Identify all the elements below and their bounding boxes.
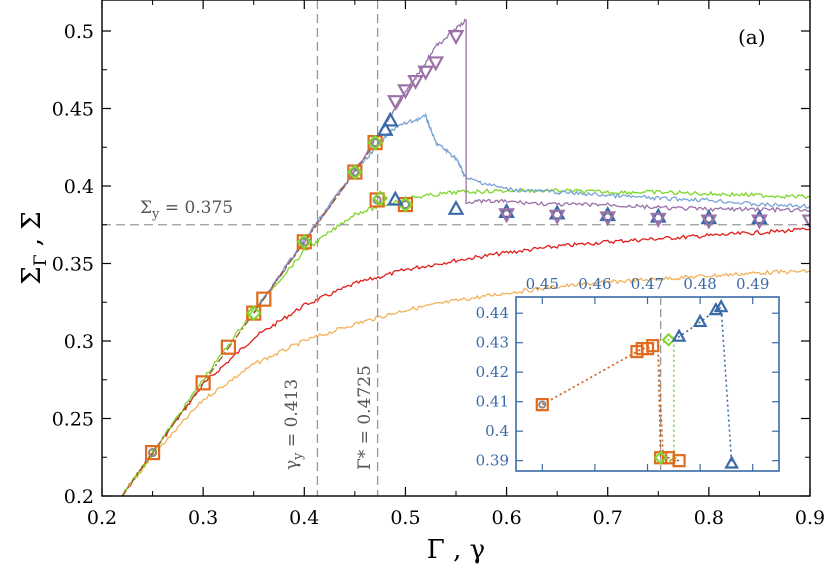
y-tick-label: 0.45: [52, 99, 94, 121]
main-series-group: [121, 18, 810, 496]
sigma-y-annotation: Σy = 0.375: [140, 198, 233, 222]
marker-circle-0: [147, 448, 158, 458]
x-axis-label: Γ , γ: [427, 535, 485, 565]
inset-y-tick-label: 0.44: [476, 304, 509, 322]
marker-tri-up-9: [751, 209, 768, 225]
x-tick-label: 0.2: [87, 507, 117, 529]
inset-line-2: [662, 335, 677, 462]
series-line-1: [122, 268, 810, 496]
gamma-star-annotation: Γ* = 0.4725: [355, 365, 375, 470]
inset-markers-group: [535, 299, 740, 469]
y-tick-label: 0.35: [52, 254, 94, 276]
inset-marker-square-7: [672, 454, 686, 468]
marker-tri-up-7: [649, 207, 667, 223]
marker-tri-up-4: [498, 202, 515, 218]
inset-x-tick-label: 0.49: [736, 275, 769, 293]
marker-square-8: [369, 192, 385, 208]
marker-diamond-1: [296, 233, 313, 250]
x-tick-label: 0.3: [188, 507, 218, 529]
inset-y-tick-label: 0.43: [476, 334, 509, 352]
marker-tri-down-5: [447, 30, 465, 46]
inset-y-tick-label: 0.4: [485, 422, 509, 440]
inset-y-tick-label: 0.41: [476, 393, 509, 411]
marker-circle-3: [370, 138, 380, 148]
marker-circle-1: [299, 237, 309, 247]
panel-label: (a): [738, 25, 766, 49]
marker-tri-down-10: [700, 214, 718, 230]
marker-tri-down-11: [751, 214, 768, 230]
y-tick-label: 0.3: [64, 331, 94, 353]
marker-diamond-2: [346, 164, 363, 180]
reference-lines: [102, 0, 810, 496]
marker-tri-up-3: [447, 199, 465, 215]
series-line-0: [121, 227, 810, 496]
inset-marker-square-0: [535, 398, 549, 412]
marker-tri-up-2: [386, 190, 404, 206]
y-tick-label: 0.4: [64, 176, 94, 198]
inset-line-3: [673, 305, 733, 464]
marker-circle-4: [372, 195, 382, 205]
marker-tri-down-7: [548, 209, 566, 225]
marker-tri-down-8: [599, 211, 617, 227]
marker-tri-down-2: [407, 74, 424, 91]
inset-marker-diamond-0: [661, 332, 676, 347]
marker-circle-2: [350, 167, 360, 177]
marker-tri-down-9: [649, 212, 667, 228]
inset-x-tick-label: 0.47: [631, 275, 664, 293]
inset-marker-square-4: [646, 339, 660, 353]
marker-diamond-0: [245, 305, 262, 322]
inset-axis-ticks: 0.45 0.46 0.47 0.48 0.49 0.39 0.4 0.41 0.42 0.43 0…: [476, 275, 779, 471]
x-tick-label: 0.9: [795, 507, 825, 529]
marker-square-0: [144, 445, 161, 461]
inset-marker-diamond-1: [653, 450, 668, 465]
inset-x-tick-label: 0.45: [526, 275, 559, 293]
y-axis-label: ΣΓ , Σ: [17, 211, 51, 284]
marker-diamond-4: [372, 190, 389, 207]
inset-y-tick-label: 0.42: [476, 363, 509, 381]
marker-tri-up-6: [599, 206, 617, 222]
inset-marker-tri-up-1: [692, 313, 708, 328]
marker-tri-down-6: [498, 208, 515, 224]
inset-frame: [515, 296, 780, 472]
x-tick-label: 0.6: [491, 507, 521, 529]
marker-tri-up-8: [700, 209, 718, 225]
y-tick-label: 0.2: [64, 486, 94, 508]
series-line-5: [121, 142, 376, 496]
marker-tri-down-3: [417, 65, 435, 81]
main-axis-ticks: 0.2 0.3 0.4 0.5 0.6 0.7 0.8 0.9 0.2 0.25 0.3 0.35 0.…: [52, 0, 825, 529]
series-line-2: [121, 187, 810, 496]
x-tick-label: 0.8: [694, 507, 724, 529]
y-tick-label: 0.5: [64, 21, 94, 43]
x-tick-label: 0.4: [289, 507, 319, 529]
gamma-y-annotation: γy = 0.413: [282, 379, 306, 470]
inset-y-tick-label: 0.39: [476, 452, 509, 470]
inset-marker-tri-up-4: [724, 455, 740, 469]
series-line-4: [253, 18, 810, 313]
marker-tri-down-4: [427, 56, 445, 72]
main-markers-group: [144, 30, 810, 461]
x-tick-label: 0.7: [593, 507, 623, 529]
x-tick-label: 0.5: [390, 507, 420, 529]
marker-square-4: [256, 291, 272, 307]
marker-tri-down-0: [386, 95, 404, 111]
inset-marker-tri-up-2: [708, 301, 724, 316]
marker-diamond-3: [367, 134, 383, 151]
inset-x-tick-label: 0.46: [578, 275, 611, 293]
inset-marker-tri-up-3: [713, 299, 729, 313]
marker-tri-up-1: [381, 111, 399, 127]
marker-tri-up-5: [548, 204, 566, 220]
inset-marker-circle-0: [538, 400, 547, 409]
marker-tri-down-12: [801, 214, 810, 230]
marker-tri-up-0: [376, 120, 394, 136]
inset-marker-tri-up-0: [671, 328, 687, 342]
y-tick-label: 0.25: [52, 409, 94, 431]
marker-square-2: [220, 339, 237, 355]
marker-square-1: [195, 375, 211, 391]
inset-x-tick-label: 0.48: [683, 275, 716, 293]
marker-tri-down-1: [397, 84, 414, 100]
